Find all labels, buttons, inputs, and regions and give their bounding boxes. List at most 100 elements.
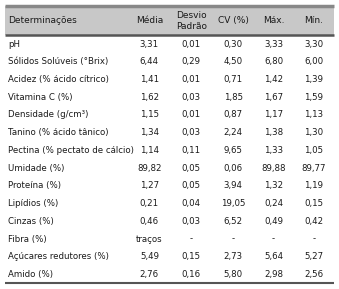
Text: 2,73: 2,73 xyxy=(224,252,243,261)
Text: -: - xyxy=(272,234,275,244)
Text: Padrão: Padrão xyxy=(176,22,207,31)
Text: Desvio: Desvio xyxy=(176,11,207,20)
Text: 1,39: 1,39 xyxy=(304,75,323,84)
Text: 0,15: 0,15 xyxy=(182,252,201,261)
Text: Umidade (%): Umidade (%) xyxy=(8,164,64,173)
Text: 0,01: 0,01 xyxy=(182,110,201,119)
Text: 1,59: 1,59 xyxy=(304,93,323,102)
Text: 0,49: 0,49 xyxy=(264,217,283,226)
Text: pH: pH xyxy=(8,40,20,49)
Text: Tanino (% ácido tânico): Tanino (% ácido tânico) xyxy=(8,128,108,137)
Bar xyxy=(5,159,334,177)
Text: 89,82: 89,82 xyxy=(137,164,162,173)
Text: Acidez (% ácido cítrico): Acidez (% ácido cítrico) xyxy=(8,75,109,84)
Bar xyxy=(5,6,334,35)
Text: 6,44: 6,44 xyxy=(140,57,159,66)
Text: 0,03: 0,03 xyxy=(182,217,201,226)
Text: 0,01: 0,01 xyxy=(182,40,201,49)
Text: 6,80: 6,80 xyxy=(264,57,283,66)
Text: 3,33: 3,33 xyxy=(264,40,283,49)
Text: 0,11: 0,11 xyxy=(182,146,201,155)
Text: 19,05: 19,05 xyxy=(221,199,245,208)
Text: 5,64: 5,64 xyxy=(264,252,283,261)
Text: 1,30: 1,30 xyxy=(304,128,323,137)
Text: 2,98: 2,98 xyxy=(264,270,283,279)
Bar xyxy=(5,35,334,53)
Text: Proteína (%): Proteína (%) xyxy=(8,181,61,190)
Text: -: - xyxy=(190,234,193,244)
Text: 0,87: 0,87 xyxy=(224,110,243,119)
Text: 2,56: 2,56 xyxy=(304,270,323,279)
Text: 5,49: 5,49 xyxy=(140,252,159,261)
Text: 1,32: 1,32 xyxy=(264,181,283,190)
Text: 1,38: 1,38 xyxy=(264,128,283,137)
Bar xyxy=(5,266,334,283)
Text: CV (%): CV (%) xyxy=(218,16,249,25)
Text: 1,05: 1,05 xyxy=(304,146,323,155)
Text: 0,01: 0,01 xyxy=(182,75,201,84)
Text: 9,65: 9,65 xyxy=(224,146,243,155)
Text: Sólidos Solúveis (°Brix): Sólidos Solúveis (°Brix) xyxy=(8,57,108,66)
Bar xyxy=(5,142,334,159)
Text: 4,50: 4,50 xyxy=(224,57,243,66)
Bar xyxy=(5,71,334,88)
Text: 0,29: 0,29 xyxy=(182,57,201,66)
Text: 1,41: 1,41 xyxy=(140,75,159,84)
Text: 1,42: 1,42 xyxy=(264,75,283,84)
Text: 1,34: 1,34 xyxy=(140,128,159,137)
Text: 0,03: 0,03 xyxy=(182,93,201,102)
Text: 2,76: 2,76 xyxy=(140,270,159,279)
Text: 0,06: 0,06 xyxy=(224,164,243,173)
Text: Fibra (%): Fibra (%) xyxy=(8,234,46,244)
Bar xyxy=(5,230,334,248)
Text: 0,21: 0,21 xyxy=(140,199,159,208)
Text: 0,05: 0,05 xyxy=(182,181,201,190)
Text: 0,42: 0,42 xyxy=(304,217,323,226)
Text: 3,31: 3,31 xyxy=(140,40,159,49)
Text: 89,77: 89,77 xyxy=(301,164,326,173)
Bar xyxy=(5,88,334,106)
Text: 5,80: 5,80 xyxy=(224,270,243,279)
Text: 1,33: 1,33 xyxy=(264,146,283,155)
Text: Pectina (% pectato de cálcio): Pectina (% pectato de cálcio) xyxy=(8,146,134,155)
Text: 1,27: 1,27 xyxy=(140,181,159,190)
Text: 0,05: 0,05 xyxy=(182,164,201,173)
Text: 0,04: 0,04 xyxy=(182,199,201,208)
Text: Açúcares redutores (%): Açúcares redutores (%) xyxy=(8,252,109,261)
Text: Determinações: Determinações xyxy=(8,16,77,25)
Text: 6,00: 6,00 xyxy=(304,57,323,66)
Bar xyxy=(5,177,334,195)
Text: 0,03: 0,03 xyxy=(182,128,201,137)
Bar xyxy=(5,248,334,266)
Text: 1,62: 1,62 xyxy=(140,93,159,102)
Text: 0,46: 0,46 xyxy=(140,217,159,226)
Bar xyxy=(5,53,334,71)
Text: 6,52: 6,52 xyxy=(224,217,243,226)
Text: traços: traços xyxy=(136,234,163,244)
Text: 0,30: 0,30 xyxy=(224,40,243,49)
Text: 0,71: 0,71 xyxy=(224,75,243,84)
Text: 0,15: 0,15 xyxy=(304,199,323,208)
Bar xyxy=(5,195,334,212)
Text: Média: Média xyxy=(136,16,163,25)
Text: -: - xyxy=(232,234,235,244)
Text: 1,15: 1,15 xyxy=(140,110,159,119)
Text: 1,85: 1,85 xyxy=(224,93,243,102)
Text: Densidade (g/cm³): Densidade (g/cm³) xyxy=(8,110,88,119)
Text: 3,94: 3,94 xyxy=(224,181,243,190)
Text: 1,67: 1,67 xyxy=(264,93,283,102)
Text: Cinzas (%): Cinzas (%) xyxy=(8,217,54,226)
Text: 5,27: 5,27 xyxy=(304,252,323,261)
Text: Amido (%): Amido (%) xyxy=(8,270,53,279)
Bar xyxy=(5,106,334,124)
Text: 3,30: 3,30 xyxy=(304,40,323,49)
Bar xyxy=(5,124,334,142)
Text: Máx.: Máx. xyxy=(263,16,284,25)
Text: Mín.: Mín. xyxy=(304,16,323,25)
Text: 1,14: 1,14 xyxy=(140,146,159,155)
Text: 1,19: 1,19 xyxy=(304,181,323,190)
Text: 89,88: 89,88 xyxy=(261,164,286,173)
Text: 2,24: 2,24 xyxy=(224,128,243,137)
Text: 1,13: 1,13 xyxy=(304,110,323,119)
Text: 0,24: 0,24 xyxy=(264,199,283,208)
